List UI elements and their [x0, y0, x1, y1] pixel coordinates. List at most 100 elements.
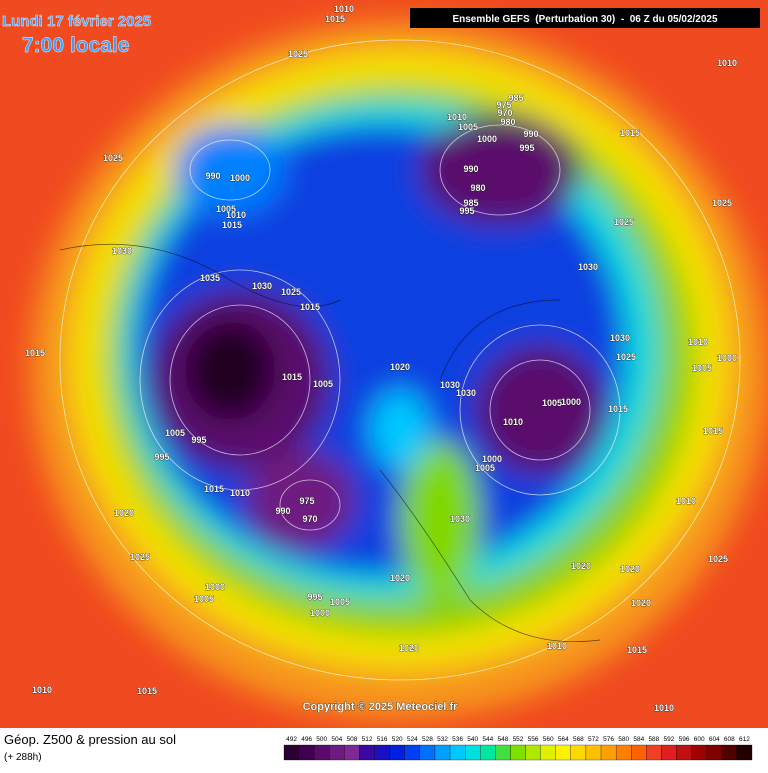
- legend-level: 500: [316, 736, 327, 743]
- legend-level: 512: [362, 736, 373, 743]
- pressure-label: 1030: [578, 262, 598, 272]
- legend-swatch: [344, 744, 360, 761]
- legend-level: 528: [422, 736, 433, 743]
- legend-swatch: [329, 744, 345, 761]
- legend-level: 604: [709, 736, 720, 743]
- legend-swatch: [585, 744, 602, 761]
- pressure-label: 1015: [608, 404, 628, 414]
- pressure-label: 1005: [692, 363, 712, 373]
- pressure-label: 1010: [334, 4, 354, 14]
- pressure-label: 1000: [310, 608, 330, 618]
- pressure-label: 1005: [330, 597, 350, 607]
- legend-swatch: [359, 744, 375, 761]
- pressure-label: 1015: [222, 220, 242, 230]
- pressure-label: 1035: [200, 273, 220, 283]
- pressure-label: 995: [519, 143, 534, 153]
- run-info: Ensemble GEFS (Perturbation 30) - 06 Z d…: [452, 14, 718, 25]
- pressure-label: 1005: [313, 379, 333, 389]
- legend-level: 612: [739, 736, 750, 743]
- pressure-label: 990: [205, 171, 220, 181]
- copyright: Copyright © 2025 Meteociel.fr: [303, 701, 459, 713]
- legend-level: 584: [633, 736, 644, 743]
- legend-swatch: [434, 744, 451, 761]
- pressure-label: 1000: [561, 397, 581, 407]
- pressure-label: 990: [275, 506, 290, 516]
- pressure-label: 1015: [25, 348, 45, 358]
- pressure-label: 1005: [216, 204, 236, 214]
- legend-swatch: [691, 744, 707, 761]
- legend-swatch: [540, 744, 556, 761]
- legend-level: 572: [588, 736, 599, 743]
- legend-swatch: [465, 744, 481, 761]
- legend-swatch: [661, 744, 677, 761]
- pressure-label: 1010: [547, 641, 567, 651]
- pressure-label: 995: [307, 592, 322, 602]
- pressure-label: 990: [463, 164, 478, 174]
- legend-swatch: [721, 744, 738, 761]
- legend-level: 556: [528, 736, 539, 743]
- pressure-label: 995: [191, 435, 206, 445]
- pressure-label: 1025: [103, 153, 123, 163]
- map-background: [0, 0, 768, 728]
- pressure-label: 1025: [281, 287, 301, 297]
- legend-level: 592: [664, 736, 675, 743]
- legend-level: 520: [392, 736, 403, 743]
- pressure-label: 970: [302, 514, 317, 524]
- legend-swatch: [374, 744, 390, 761]
- legend-level: 560: [543, 736, 554, 743]
- color-legend: 492 496 500 504 508 512 516 520 524 528 532 536 540 5…: [283, 736, 753, 761]
- pressure-label: 1030: [440, 380, 460, 390]
- pressure-label: 1015: [627, 645, 647, 655]
- pressure-label: 1015: [325, 14, 345, 24]
- legend-swatch: [676, 744, 692, 761]
- pressure-label: 1010: [230, 488, 250, 498]
- legend-swatch: [631, 744, 647, 761]
- legend-level: 548: [497, 736, 508, 743]
- footer-title: Géop. Z500 & pression au sol: [4, 732, 176, 747]
- legend-swatch: [555, 744, 571, 761]
- legend-swatch: [389, 744, 405, 761]
- pressure-label: 1020: [390, 573, 410, 583]
- pressure-label: 1000: [477, 134, 497, 144]
- run-box: [410, 8, 760, 28]
- legend-swatch: [706, 744, 722, 761]
- legend-level: 540: [467, 736, 478, 743]
- legend-level: 504: [331, 736, 342, 743]
- pressure-label: 1010: [654, 703, 674, 713]
- pressure-label: 1025: [712, 198, 732, 208]
- pressure-label: 1005: [194, 594, 214, 604]
- legend-swatch: [283, 744, 300, 761]
- pressure-label: 1000: [717, 353, 737, 363]
- legend-swatch: [600, 744, 617, 761]
- pressure-label: 980: [500, 117, 515, 127]
- legend-swatch: [404, 744, 421, 761]
- legend-swatch: [570, 744, 587, 761]
- pressure-label: 1025: [708, 554, 728, 564]
- pressure-label: 1020: [620, 564, 640, 574]
- legend-level: 596: [679, 736, 690, 743]
- pressure-label: 1015: [620, 128, 640, 138]
- legend-swatch: [480, 744, 496, 761]
- pressure-label: 975: [496, 100, 511, 110]
- legend-level: 524: [407, 736, 418, 743]
- pressure-label: 1015: [300, 302, 320, 312]
- pressure-label: 1010: [676, 496, 696, 506]
- legend-level: 492: [286, 736, 297, 743]
- time-title: 7:00 locale: [22, 34, 129, 57]
- pressure-label: 1025: [616, 352, 636, 362]
- legend-level: 600: [694, 736, 705, 743]
- pressure-label: 1015: [204, 484, 224, 494]
- pressure-label: 1000: [230, 173, 250, 183]
- legend-level: 588: [648, 736, 659, 743]
- date-title: Lundi 17 février 2025: [2, 13, 151, 30]
- pressure-label: 1010: [717, 58, 737, 68]
- legend-level: 544: [482, 736, 493, 743]
- legend-swatch: [646, 744, 662, 761]
- pressure-label: 970: [497, 108, 512, 118]
- pressure-label: 1010: [32, 685, 52, 695]
- legend-level: 576: [603, 736, 614, 743]
- pressure-label: 1020: [114, 508, 134, 518]
